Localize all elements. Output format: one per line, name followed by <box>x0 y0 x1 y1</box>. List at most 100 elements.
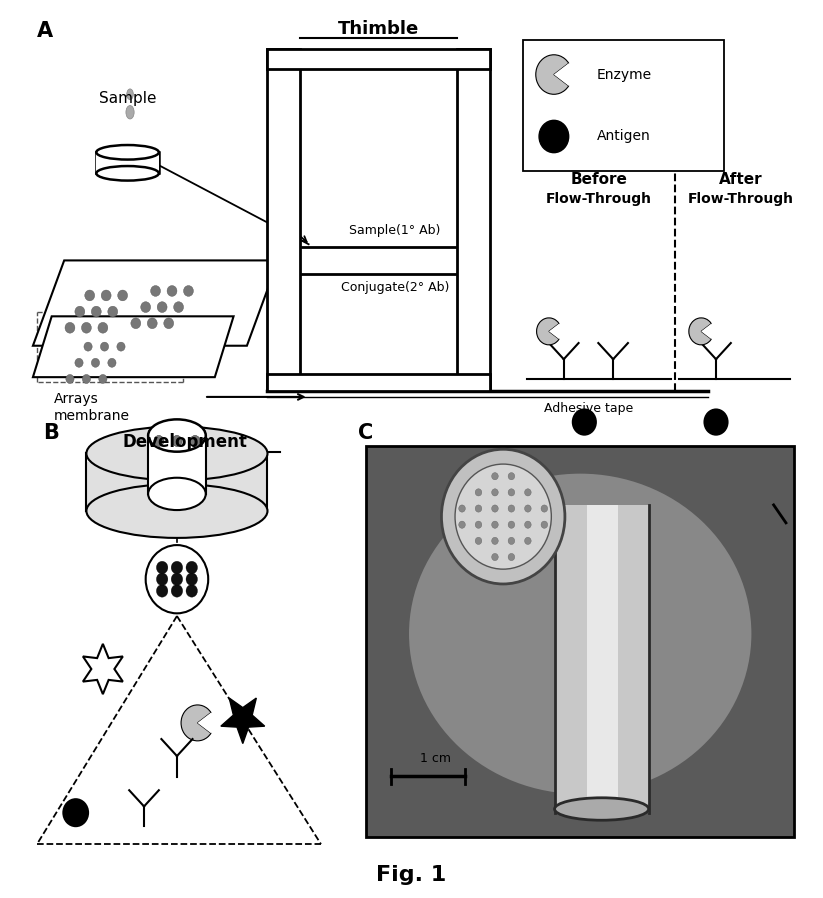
Bar <box>96 154 159 173</box>
Text: C: C <box>358 423 374 443</box>
Circle shape <box>154 436 164 446</box>
Polygon shape <box>83 644 123 694</box>
Polygon shape <box>148 436 206 494</box>
Circle shape <box>117 342 125 351</box>
Wedge shape <box>198 713 214 733</box>
Circle shape <box>156 573 168 585</box>
Circle shape <box>172 436 182 446</box>
Bar <box>267 49 490 69</box>
Circle shape <box>156 585 168 597</box>
Circle shape <box>65 322 75 333</box>
Text: Fig. 1: Fig. 1 <box>376 865 447 885</box>
Circle shape <box>190 436 200 446</box>
Circle shape <box>151 286 160 296</box>
Circle shape <box>475 489 481 496</box>
Circle shape <box>491 521 498 528</box>
Bar <box>457 49 490 391</box>
Circle shape <box>508 505 514 512</box>
Circle shape <box>491 505 498 512</box>
Text: Sample: Sample <box>99 92 156 106</box>
Circle shape <box>524 537 531 544</box>
Ellipse shape <box>86 427 267 480</box>
Circle shape <box>131 318 141 329</box>
Wedge shape <box>689 318 711 345</box>
Text: B: B <box>43 423 58 443</box>
Polygon shape <box>33 316 234 377</box>
Text: Sample(1° Ab): Sample(1° Ab) <box>349 224 441 237</box>
Circle shape <box>491 537 498 544</box>
Ellipse shape <box>448 520 559 554</box>
Ellipse shape <box>148 419 206 452</box>
Text: A: A <box>37 22 53 41</box>
Bar <box>555 505 649 814</box>
Circle shape <box>190 436 200 446</box>
Circle shape <box>101 290 111 301</box>
Circle shape <box>118 290 128 301</box>
Circle shape <box>154 436 164 446</box>
Text: Thimble: Thimble <box>338 20 419 38</box>
Circle shape <box>704 409 728 435</box>
Text: Adhesive tape: Adhesive tape <box>544 402 633 415</box>
Circle shape <box>171 573 183 585</box>
Wedge shape <box>554 63 572 86</box>
Circle shape <box>157 302 167 313</box>
Bar <box>366 446 794 837</box>
Circle shape <box>156 561 168 574</box>
Polygon shape <box>221 698 265 744</box>
Circle shape <box>475 537 481 544</box>
Circle shape <box>455 464 551 569</box>
Circle shape <box>441 449 565 584</box>
Circle shape <box>541 521 547 528</box>
Text: Flow-Through: Flow-Through <box>546 192 652 207</box>
Circle shape <box>508 537 514 544</box>
Circle shape <box>475 521 481 528</box>
Circle shape <box>172 436 182 446</box>
Circle shape <box>186 585 198 597</box>
Text: Arrays
membrane: Arrays membrane <box>53 392 129 423</box>
Ellipse shape <box>126 105 134 119</box>
Circle shape <box>164 318 174 329</box>
Circle shape <box>491 553 498 560</box>
Circle shape <box>573 409 596 435</box>
Circle shape <box>508 521 514 528</box>
Ellipse shape <box>96 166 159 180</box>
Circle shape <box>98 322 108 333</box>
Wedge shape <box>536 55 569 94</box>
Circle shape <box>508 472 514 480</box>
Text: After: After <box>718 172 763 187</box>
Circle shape <box>75 358 83 367</box>
Text: Antigen: Antigen <box>597 129 651 144</box>
Text: Flow-Through: Flow-Through <box>688 192 793 207</box>
Text: Before: Before <box>570 172 628 187</box>
Bar <box>267 49 300 391</box>
Circle shape <box>475 505 481 512</box>
Circle shape <box>99 374 107 383</box>
Polygon shape <box>86 462 267 511</box>
Circle shape <box>491 472 498 480</box>
Circle shape <box>91 358 100 367</box>
Text: Development: Development <box>123 433 248 451</box>
Circle shape <box>85 290 95 301</box>
Circle shape <box>186 561 198 574</box>
Circle shape <box>146 545 208 613</box>
Circle shape <box>66 374 74 383</box>
Circle shape <box>508 489 514 496</box>
Circle shape <box>147 318 157 329</box>
Circle shape <box>458 505 465 512</box>
Wedge shape <box>549 323 561 339</box>
Circle shape <box>186 573 198 585</box>
Ellipse shape <box>86 484 267 538</box>
Circle shape <box>541 505 547 512</box>
Circle shape <box>174 302 184 313</box>
Circle shape <box>167 286 177 296</box>
Circle shape <box>184 286 193 296</box>
Text: Enzyme: Enzyme <box>597 67 651 82</box>
Ellipse shape <box>148 478 206 510</box>
Wedge shape <box>701 323 714 339</box>
Circle shape <box>458 521 465 528</box>
Circle shape <box>539 120 569 153</box>
Circle shape <box>524 521 531 528</box>
Ellipse shape <box>127 89 133 100</box>
Circle shape <box>108 306 118 317</box>
Circle shape <box>100 342 109 351</box>
